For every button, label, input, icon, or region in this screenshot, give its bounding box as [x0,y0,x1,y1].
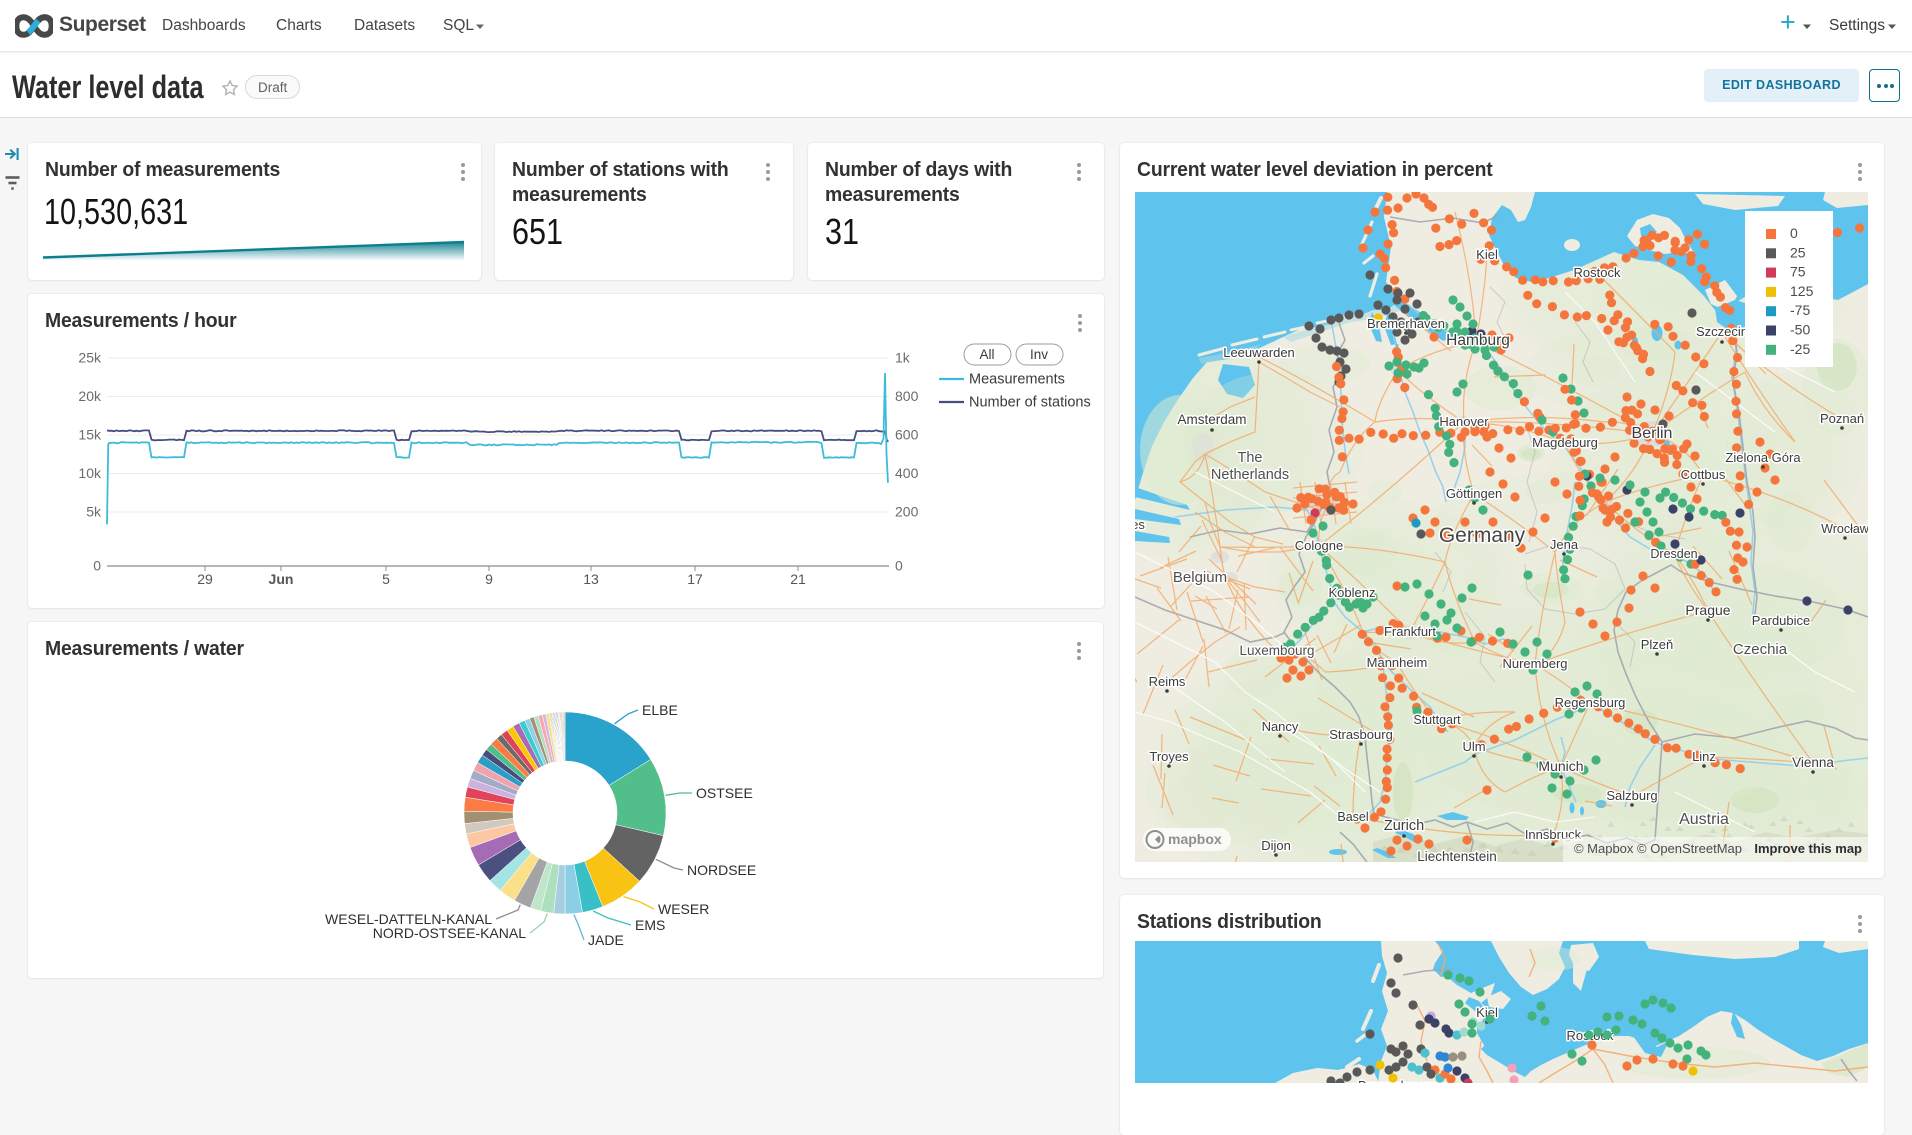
svg-text:Dijon: Dijon [1261,838,1291,853]
svg-text:1k: 1k [895,350,911,366]
svg-text:NORD-OSTSEE-KANAL: NORD-OSTSEE-KANAL [373,925,526,941]
svg-text:Göttingen: Göttingen [1446,486,1502,501]
svg-text:Szczecin: Szczecin [1696,324,1748,339]
svg-text:0: 0 [1790,225,1798,241]
svg-text:125: 125 [1790,283,1814,299]
svg-text:Netherlands: Netherlands [1211,467,1289,483]
svg-text:Mannheim: Mannheim [1367,655,1428,670]
svg-text:Poznań: Poznań [1820,411,1864,426]
svg-text:Berlin: Berlin [1632,425,1673,442]
svg-text:Pardubice: Pardubice [1752,613,1811,628]
svg-text:Austria: Austria [1679,811,1729,828]
svg-text:The: The [1238,450,1263,466]
svg-text:5: 5 [382,571,390,587]
svg-text:JADE: JADE [588,932,624,948]
svg-text:Leeuwarden: Leeuwarden [1223,345,1295,360]
svg-text:Bremerhaven: Bremerhaven [1367,316,1445,331]
svg-text:0: 0 [93,558,101,574]
svg-text:Jun: Jun [269,571,294,587]
svg-text:Rostock: Rostock [1574,265,1621,280]
svg-text:Basel: Basel [1337,810,1368,824]
svg-text:Dresden: Dresden [1650,547,1697,561]
svg-text:21: 21 [790,571,806,587]
svg-text:29: 29 [197,571,213,587]
svg-text:-75: -75 [1790,302,1810,318]
svg-text:5k: 5k [86,504,102,520]
svg-text:Prague: Prague [1685,602,1730,618]
svg-text:Reims: Reims [1149,674,1186,689]
svg-text:Cottbus: Cottbus [1681,467,1726,482]
svg-text:Koblenz: Koblenz [1329,585,1376,600]
svg-text:10k: 10k [78,465,102,481]
svg-text:Measurements: Measurements [969,372,1065,388]
svg-text:Belgium: Belgium [1173,569,1227,586]
svg-text:Jena: Jena [1550,537,1579,552]
svg-text:Wrocław: Wrocław [1821,522,1868,536]
svg-text:200: 200 [895,504,919,520]
svg-text:© Mapbox © OpenStreetMap: © Mapbox © OpenStreetMap [1574,841,1742,856]
svg-text:Ulm: Ulm [1462,739,1485,754]
svg-text:Zurich: Zurich [1384,818,1424,834]
svg-text:NORDSEE: NORDSEE [687,862,756,878]
svg-text:Czechia: Czechia [1733,641,1788,658]
svg-text:EMS: EMS [635,917,665,933]
svg-text:9: 9 [485,571,493,587]
svg-text:Linz: Linz [1692,749,1716,764]
svg-text:0: 0 [895,558,903,574]
svg-text:17: 17 [687,571,703,587]
svg-text:OSTSEE: OSTSEE [696,785,753,801]
svg-text:Nancy: Nancy [1262,719,1299,734]
svg-text:ELBE: ELBE [642,702,678,718]
svg-text:Cologne: Cologne [1295,538,1343,553]
svg-text:-25: -25 [1790,341,1810,357]
svg-text:es: es [1135,517,1145,532]
svg-text:25: 25 [1790,244,1806,260]
svg-text:75: 75 [1790,264,1806,280]
svg-text:15k: 15k [78,427,102,443]
svg-text:13: 13 [583,571,599,587]
svg-text:Plzeň: Plzeň [1641,637,1674,652]
svg-text:Vienna: Vienna [1792,755,1834,770]
svg-text:Germany: Germany [1439,524,1526,547]
svg-text:Liechtenstein: Liechtenstein [1417,849,1497,862]
svg-text:400: 400 [895,465,919,481]
svg-text:Troyes: Troyes [1149,749,1189,764]
svg-text:Nuremberg: Nuremberg [1502,656,1567,671]
svg-text:mapbox: mapbox [1168,831,1222,847]
svg-text:Improve this map: Improve this map [1754,841,1862,856]
svg-text:-50: -50 [1790,322,1810,338]
svg-text:Magdeburg: Magdeburg [1532,435,1598,450]
svg-text:All: All [979,347,994,362]
svg-text:Hanover: Hanover [1439,414,1489,429]
svg-text:20k: 20k [78,388,102,404]
svg-text:800: 800 [895,388,919,404]
svg-text:Kiel: Kiel [1476,247,1498,262]
svg-text:Regensburg: Regensburg [1555,695,1626,710]
svg-text:WESEL-DATTELN-KANAL: WESEL-DATTELN-KANAL [325,911,492,927]
svg-text:Salzburg: Salzburg [1606,788,1657,803]
svg-text:Zielona Góra: Zielona Góra [1725,450,1801,465]
svg-text:WESER: WESER [658,901,709,917]
svg-text:Hamburg: Hamburg [1446,332,1510,349]
svg-text:Munich: Munich [1538,758,1583,774]
svg-text:Luxembourg: Luxembourg [1239,643,1314,658]
svg-text:Amsterdam: Amsterdam [1177,412,1246,427]
svg-text:Inv: Inv [1030,347,1048,362]
svg-text:Stuttgart: Stuttgart [1413,713,1461,727]
svg-text:Number of stations: Number of stations [969,395,1091,411]
svg-text:600: 600 [895,427,919,443]
svg-text:25k: 25k [78,350,102,366]
svg-text:Strasbourg: Strasbourg [1329,727,1393,742]
svg-text:Frankfurt: Frankfurt [1384,624,1436,639]
